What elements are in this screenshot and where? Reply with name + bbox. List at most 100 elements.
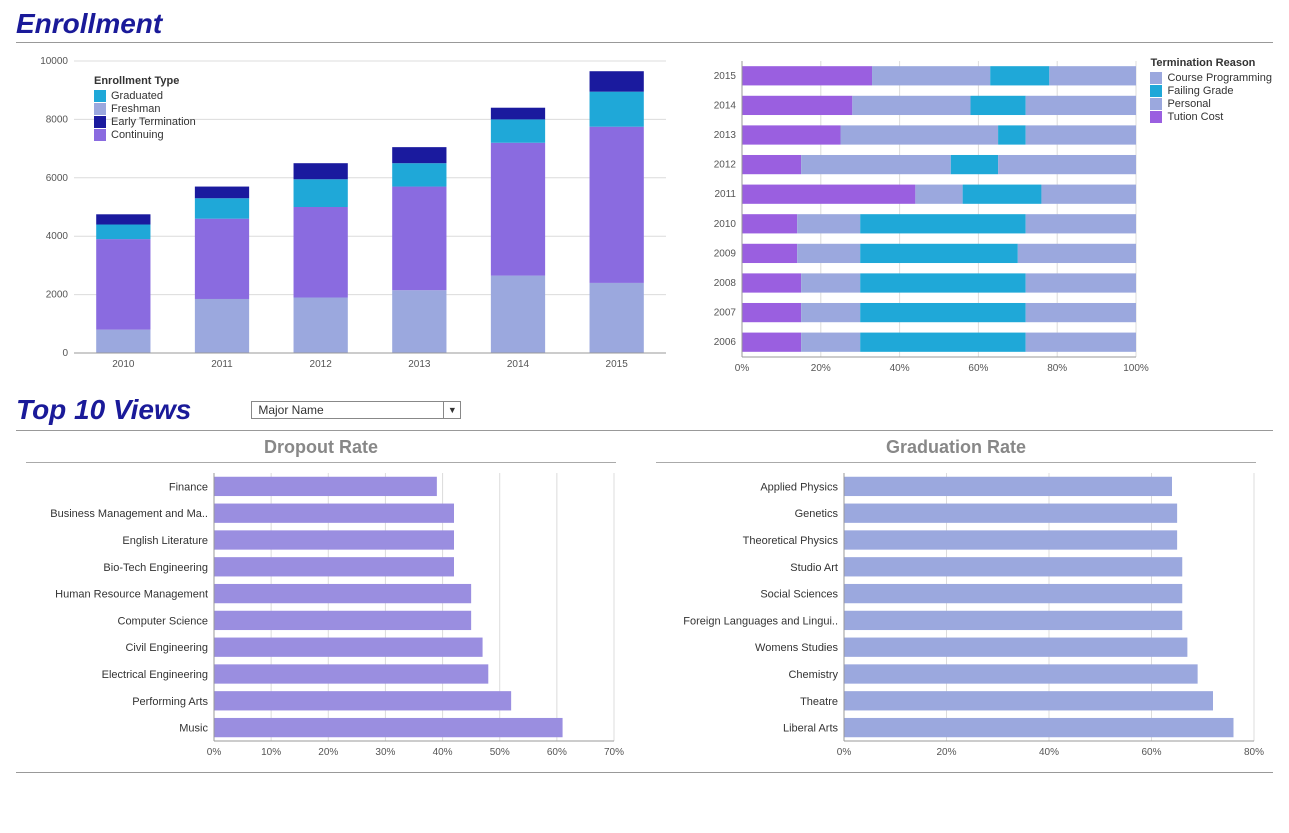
bar-segment[interactable] [195, 219, 249, 299]
major-name-dropdown[interactable]: Major Name ▼ [251, 401, 461, 419]
bar-segment[interactable] [860, 273, 1025, 292]
bar-segment[interactable] [742, 333, 801, 352]
bar-segment[interactable] [590, 92, 644, 127]
bar[interactable] [844, 530, 1177, 549]
bar-segment[interactable] [491, 143, 545, 276]
bar[interactable] [214, 691, 511, 710]
bar-segment[interactable] [998, 125, 1026, 144]
bar-segment[interactable] [860, 303, 1025, 322]
bar-segment[interactable] [801, 303, 860, 322]
bar-segment[interactable] [963, 185, 1042, 204]
bar-segment[interactable] [491, 276, 545, 353]
legend-item[interactable]: Continuing [94, 129, 196, 141]
bar-segment[interactable] [852, 96, 970, 115]
bar-segment[interactable] [860, 333, 1025, 352]
bar-segment[interactable] [742, 66, 872, 85]
bar[interactable] [844, 611, 1182, 630]
bar-segment[interactable] [392, 163, 446, 186]
bar-segment[interactable] [294, 207, 348, 298]
bar[interactable] [214, 557, 454, 576]
bar-segment[interactable] [797, 214, 860, 233]
bar-segment[interactable] [801, 333, 860, 352]
bar-segment[interactable] [742, 155, 801, 174]
bar-segment[interactable] [294, 179, 348, 207]
bar[interactable] [844, 664, 1198, 683]
bar-segment[interactable] [491, 108, 545, 120]
bar-segment[interactable] [841, 125, 999, 144]
bar-segment[interactable] [1041, 185, 1136, 204]
bar-segment[interactable] [742, 244, 797, 263]
bar-segment[interactable] [1026, 273, 1136, 292]
bar[interactable] [214, 504, 454, 523]
bar-segment[interactable] [96, 214, 150, 224]
bar-segment[interactable] [392, 290, 446, 353]
bar-segment[interactable] [742, 96, 852, 115]
bar-segment[interactable] [195, 187, 249, 199]
bar[interactable] [844, 718, 1234, 737]
bar-segment[interactable] [801, 273, 860, 292]
bar-segment[interactable] [872, 66, 990, 85]
bar-segment[interactable] [195, 299, 249, 353]
bar-segment[interactable] [990, 66, 1049, 85]
legend-item[interactable]: Tution Cost [1150, 111, 1272, 123]
bar-segment[interactable] [801, 155, 951, 174]
top10-title: Top 10 Views [16, 394, 191, 426]
bar-segment[interactable] [860, 214, 1025, 233]
graduation-chart[interactable]: 0%20%40%60%80%Applied PhysicsGeneticsThe… [646, 469, 1266, 765]
bar-segment[interactable] [742, 185, 915, 204]
bar-segment[interactable] [491, 119, 545, 142]
bar-segment[interactable] [1026, 96, 1136, 115]
bar-segment[interactable] [294, 163, 348, 179]
bar[interactable] [214, 584, 471, 603]
bar-segment[interactable] [1049, 66, 1136, 85]
bar-segment[interactable] [742, 273, 801, 292]
bar-segment[interactable] [590, 127, 644, 283]
bar[interactable] [844, 638, 1187, 657]
bar-segment[interactable] [392, 147, 446, 163]
bar-segment[interactable] [195, 198, 249, 218]
bar[interactable] [844, 504, 1177, 523]
legend-item[interactable]: Graduated [94, 90, 196, 102]
bar-segment[interactable] [1026, 125, 1136, 144]
legend-item[interactable]: Personal [1150, 98, 1272, 110]
bar[interactable] [214, 718, 563, 737]
bar-segment[interactable] [742, 125, 841, 144]
bar-segment[interactable] [590, 283, 644, 353]
bar-segment[interactable] [590, 71, 644, 91]
legend-label: Failing Grade [1167, 85, 1233, 97]
bar-segment[interactable] [392, 187, 446, 291]
bar-segment[interactable] [96, 330, 150, 353]
bar[interactable] [844, 477, 1172, 496]
legend-item[interactable]: Failing Grade [1150, 85, 1272, 97]
bar-segment[interactable] [797, 244, 860, 263]
bar[interactable] [214, 530, 454, 549]
bar[interactable] [214, 477, 437, 496]
svg-text:Studio Art: Studio Art [790, 562, 838, 574]
bar-segment[interactable] [1018, 244, 1136, 263]
bar-segment[interactable] [915, 185, 962, 204]
bar[interactable] [844, 691, 1213, 710]
svg-text:10%: 10% [261, 747, 281, 758]
bar-segment[interactable] [742, 303, 801, 322]
bar[interactable] [844, 584, 1182, 603]
bar-segment[interactable] [951, 155, 998, 174]
bar-segment[interactable] [1026, 333, 1136, 352]
bar-segment[interactable] [860, 244, 1018, 263]
bar-segment[interactable] [294, 298, 348, 353]
bar-segment[interactable] [998, 155, 1136, 174]
bar[interactable] [214, 611, 471, 630]
bar[interactable] [214, 638, 483, 657]
legend-item[interactable]: Freshman [94, 103, 196, 115]
legend-item[interactable]: Early Termination [94, 116, 196, 128]
termination-legend: Termination Reason Course ProgrammingFai… [1150, 57, 1272, 124]
bar-segment[interactable] [971, 96, 1026, 115]
legend-item[interactable]: Course Programming [1150, 72, 1272, 84]
bar-segment[interactable] [1026, 214, 1136, 233]
bar-segment[interactable] [1026, 303, 1136, 322]
bar-segment[interactable] [96, 239, 150, 330]
bar-segment[interactable] [96, 225, 150, 240]
bar[interactable] [214, 664, 488, 683]
bar-segment[interactable] [742, 214, 797, 233]
bar[interactable] [844, 557, 1182, 576]
dropout-chart[interactable]: 0%10%20%30%40%50%60%70%FinanceBusiness M… [16, 469, 626, 765]
